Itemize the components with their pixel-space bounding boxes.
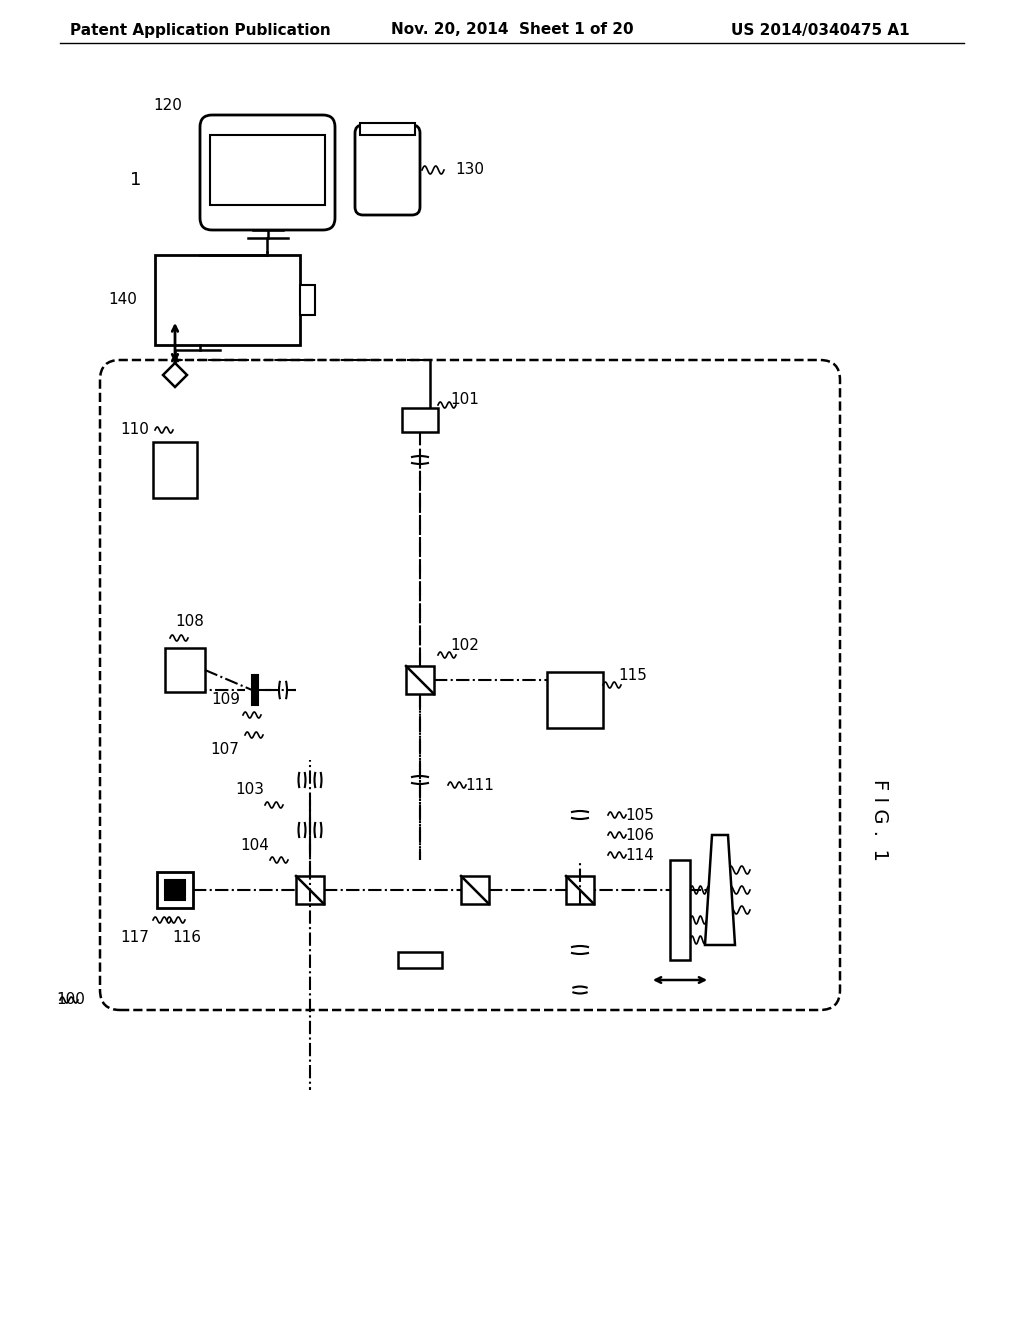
Bar: [165, 880, 185, 900]
Text: 1: 1: [130, 172, 141, 189]
Polygon shape: [705, 836, 735, 945]
Text: 102: 102: [451, 638, 479, 652]
Text: Nov. 20, 2014  Sheet 1 of 20: Nov. 20, 2014 Sheet 1 of 20: [391, 22, 633, 37]
Text: 114: 114: [626, 847, 654, 862]
Text: 108: 108: [175, 615, 205, 630]
FancyBboxPatch shape: [566, 876, 594, 904]
FancyBboxPatch shape: [155, 255, 300, 345]
Text: 110: 110: [121, 422, 150, 437]
Text: 104: 104: [241, 837, 269, 853]
FancyBboxPatch shape: [547, 672, 603, 729]
Text: 100: 100: [56, 993, 85, 1007]
FancyBboxPatch shape: [100, 360, 840, 1010]
Text: 101: 101: [451, 392, 479, 408]
Text: 106: 106: [626, 828, 654, 842]
FancyBboxPatch shape: [210, 135, 325, 205]
FancyBboxPatch shape: [165, 648, 205, 692]
Text: 117: 117: [121, 931, 150, 945]
Text: 109: 109: [212, 693, 241, 708]
Polygon shape: [163, 363, 187, 387]
FancyBboxPatch shape: [300, 285, 315, 315]
Text: 140: 140: [109, 293, 137, 308]
Text: 120: 120: [154, 98, 182, 112]
FancyBboxPatch shape: [296, 876, 324, 904]
Text: 105: 105: [626, 808, 654, 822]
FancyBboxPatch shape: [200, 115, 335, 230]
FancyBboxPatch shape: [360, 123, 415, 135]
Text: Patent Application Publication: Patent Application Publication: [70, 22, 331, 37]
Text: 115: 115: [618, 668, 647, 682]
FancyBboxPatch shape: [402, 408, 438, 432]
Text: F I G .  1: F I G . 1: [870, 779, 889, 861]
Text: 107: 107: [211, 742, 240, 758]
FancyBboxPatch shape: [398, 952, 442, 968]
FancyBboxPatch shape: [461, 876, 489, 904]
FancyBboxPatch shape: [406, 667, 434, 694]
Text: 116: 116: [172, 931, 202, 945]
Text: 111: 111: [466, 777, 495, 792]
FancyBboxPatch shape: [157, 873, 193, 908]
Text: 130: 130: [455, 162, 484, 177]
FancyBboxPatch shape: [355, 125, 420, 215]
Polygon shape: [670, 861, 690, 960]
Text: US 2014/0340475 A1: US 2014/0340475 A1: [731, 22, 909, 37]
Text: 103: 103: [236, 783, 264, 797]
Bar: [252, 675, 258, 705]
FancyBboxPatch shape: [153, 442, 197, 498]
